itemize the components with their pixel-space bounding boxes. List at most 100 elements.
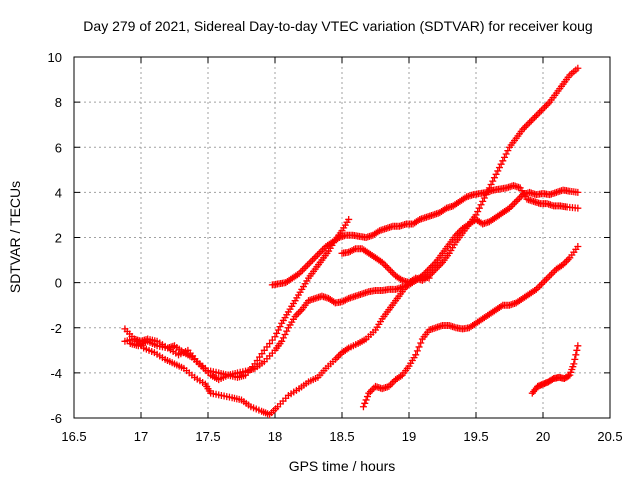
x-axis-label: GPS time / hours	[289, 458, 396, 474]
data-point	[564, 255, 572, 263]
data-point	[427, 263, 435, 271]
data-point	[435, 262, 443, 270]
x-tick-label: 19	[402, 429, 416, 444]
data-point	[574, 342, 582, 350]
data-point	[544, 274, 552, 282]
data-point	[512, 197, 520, 205]
data-point	[428, 262, 436, 270]
data-point	[532, 112, 540, 120]
axis-ticks	[73, 56, 611, 419]
data-point	[415, 343, 423, 351]
data-point	[542, 275, 550, 283]
x-tick-label: 17	[134, 429, 148, 444]
data-point	[499, 157, 507, 165]
data-point	[573, 346, 581, 354]
data-point	[544, 100, 552, 108]
data-point	[500, 153, 508, 161]
data-point	[504, 147, 512, 155]
x-tick-label: 16.5	[61, 429, 86, 444]
data-point	[350, 246, 358, 254]
data-point	[310, 254, 318, 262]
data-point	[474, 208, 482, 216]
data-point	[279, 334, 287, 342]
x-tick-label: 20	[536, 429, 550, 444]
series-trace-3	[126, 215, 353, 381]
data-point	[298, 266, 306, 274]
data-point	[312, 253, 320, 261]
data-point	[536, 108, 544, 116]
data-point	[387, 267, 395, 275]
data-point	[490, 174, 498, 182]
data-point	[278, 337, 286, 345]
data-point	[296, 307, 304, 315]
data-point	[571, 355, 579, 363]
data-point	[472, 211, 480, 219]
series-trace-7	[528, 342, 582, 397]
series-trace-5	[338, 245, 433, 287]
y-tick-label: -6	[50, 411, 62, 426]
data-point	[271, 333, 279, 341]
data-point	[534, 110, 542, 118]
data-point	[547, 270, 555, 278]
data-point	[302, 263, 310, 271]
data-point	[527, 117, 535, 125]
data-point	[522, 122, 530, 130]
data-point	[537, 107, 545, 115]
data-point	[529, 115, 537, 123]
data-point	[502, 150, 510, 158]
data-point	[305, 259, 313, 267]
data-point	[361, 399, 369, 407]
data-point	[541, 277, 549, 285]
y-tick-label: 4	[55, 185, 62, 200]
data-point	[497, 302, 505, 310]
data-point	[542, 102, 550, 110]
data-point	[433, 263, 441, 271]
data-point	[303, 261, 311, 269]
x-tick-label: 20.5	[597, 429, 622, 444]
data-point	[383, 263, 391, 271]
data-point	[479, 197, 487, 205]
data-point	[574, 188, 582, 196]
data-point	[428, 268, 436, 276]
y-tick-label: 10	[48, 50, 62, 65]
data-point	[546, 272, 554, 280]
data-point	[281, 331, 289, 339]
data-point	[417, 339, 425, 347]
data-point	[539, 279, 547, 287]
x-tick-labels: 16.5 17 17.5 18 18.5 19 19.5 20 20.5	[61, 429, 622, 444]
data-point	[541, 103, 549, 111]
y-tick-label: 0	[55, 276, 62, 291]
data-point	[317, 248, 325, 256]
data-point	[574, 243, 582, 251]
data-point	[314, 251, 322, 259]
data-point	[437, 260, 445, 268]
y-axis-label: SDTVAR / TECUs	[7, 181, 23, 293]
data-point	[293, 311, 301, 319]
data-point	[333, 354, 341, 362]
data-point	[425, 274, 433, 282]
x-tick-label: 18.5	[329, 429, 354, 444]
x-tick-label: 19.5	[463, 429, 488, 444]
data-point	[549, 268, 557, 276]
data-point	[521, 124, 529, 132]
data-point	[492, 170, 500, 178]
data-point	[300, 265, 308, 273]
data-point	[570, 360, 578, 368]
data-point	[497, 160, 505, 168]
data-point	[343, 295, 351, 303]
data-point	[574, 64, 582, 72]
data-point	[365, 389, 373, 397]
data-point	[385, 265, 393, 273]
x-tick-label: 18	[268, 429, 282, 444]
y-tick-label: 2	[55, 231, 62, 246]
data-point	[362, 396, 370, 404]
x-tick-label: 17.5	[195, 429, 220, 444]
data-point	[385, 382, 393, 390]
data-point	[475, 204, 483, 212]
data-point	[572, 351, 580, 359]
data-point	[276, 323, 284, 331]
data-point	[309, 256, 317, 264]
data-point	[562, 257, 570, 265]
data-point	[359, 403, 367, 411]
